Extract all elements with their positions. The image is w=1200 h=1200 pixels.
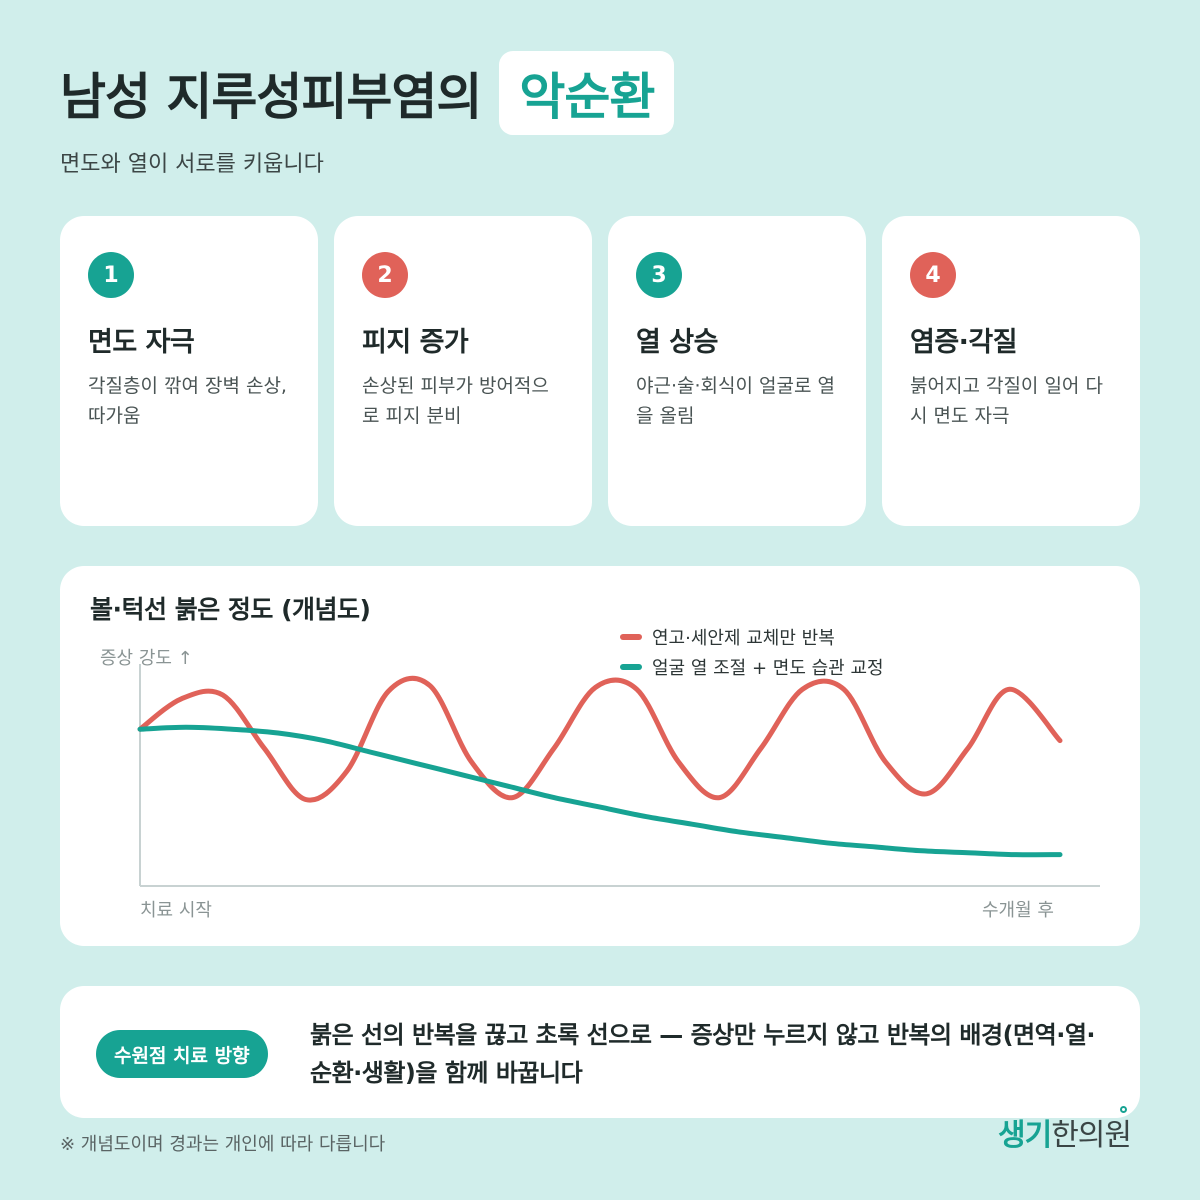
logo-part-2: 한의원 (1051, 1118, 1132, 1153)
series-line-red (137, 675, 1063, 803)
y-axis-label: 증상 강도 ↑ (100, 648, 193, 669)
title-highlight-chip: 악순환 (499, 51, 675, 135)
legend-swatch-teal (620, 664, 642, 670)
step-title: 염증·각질 (910, 327, 1018, 358)
step-card-4: 4 염증·각질 붉어지고 각질이 일어 다시 면도 자극 (882, 216, 1140, 526)
series-line-teal (137, 724, 1063, 858)
step-description: 야근·술·회식이 얼굴로 열을 올림 (636, 375, 835, 427)
step-number-badge: 1 (88, 252, 134, 298)
step-title: 열 상승 (636, 327, 718, 358)
page-subtitle: 면도와 열이 서로를 키웁니다 (60, 152, 324, 177)
treatment-direction-badge: 수원점 치료 방향 (96, 1030, 268, 1078)
legend-label: 얼굴 열 조절 + 면도 습관 교정 (652, 658, 884, 679)
page-title: 남성 지루성피부염의 악순환 (60, 51, 675, 135)
clinic-logo: 생기한의원 (998, 1110, 1132, 1154)
footnote: ※ 개념도이며 경과는 개인에 따라 다릅니다 (60, 1134, 386, 1155)
legend-swatch-red (620, 634, 642, 640)
chart-title: 볼·턱선 붉은 정도 (개념도) (90, 595, 371, 624)
step-number-badge: 4 (910, 252, 956, 298)
step-title: 면도 자극 (88, 327, 195, 358)
treatment-direction-card: 수원점 치료 방향 붉은 선의 반복을 끊고 초록 선으로 — 증상만 누르지 … (60, 986, 1140, 1118)
line-chart (137, 664, 1100, 887)
legend-item-red: 연고·세안제 교체만 반복 (620, 624, 835, 650)
step-description: 붉어지고 각질이 일어 다시 면도 자극 (910, 375, 1103, 427)
legend-item-teal: 얼굴 열 조절 + 면도 습관 교정 (620, 654, 884, 680)
step-description: 각질층이 깎여 장벽 손상, 따가움 (88, 375, 287, 427)
logo-part-1: 생기 (998, 1118, 1052, 1153)
step-number-badge: 3 (636, 252, 682, 298)
treatment-direction-text: 붉은 선의 반복을 끊고 초록 선으로 — 증상만 누르지 않고 반복의 배경(… (310, 1021, 1096, 1087)
step-title: 피지 증가 (362, 327, 469, 358)
title-main: 남성 지루성피부염의 (60, 68, 482, 126)
logo-dot-icon (1120, 1106, 1127, 1113)
x-axis-start-label: 치료 시작 (140, 900, 212, 921)
x-axis-end-label: 수개월 후 (982, 900, 1054, 921)
step-card-3: 3 열 상승 야근·술·회식이 얼굴로 열을 올림 (608, 216, 866, 526)
step-description: 손상된 피부가 방어적으로 피지 분비 (362, 375, 549, 427)
step-card-1: 1 면도 자극 각질층이 깎여 장벽 손상, 따가움 (60, 216, 318, 526)
step-number-badge: 2 (362, 252, 408, 298)
step-card-2: 2 피지 증가 손상된 피부가 방어적으로 피지 분비 (334, 216, 592, 526)
legend-label: 연고·세안제 교체만 반복 (652, 628, 835, 649)
chart-card: 볼·턱선 붉은 정도 (개념도) 증상 강도 ↑ 치료 시작 수개월 후 연고·… (60, 566, 1140, 946)
